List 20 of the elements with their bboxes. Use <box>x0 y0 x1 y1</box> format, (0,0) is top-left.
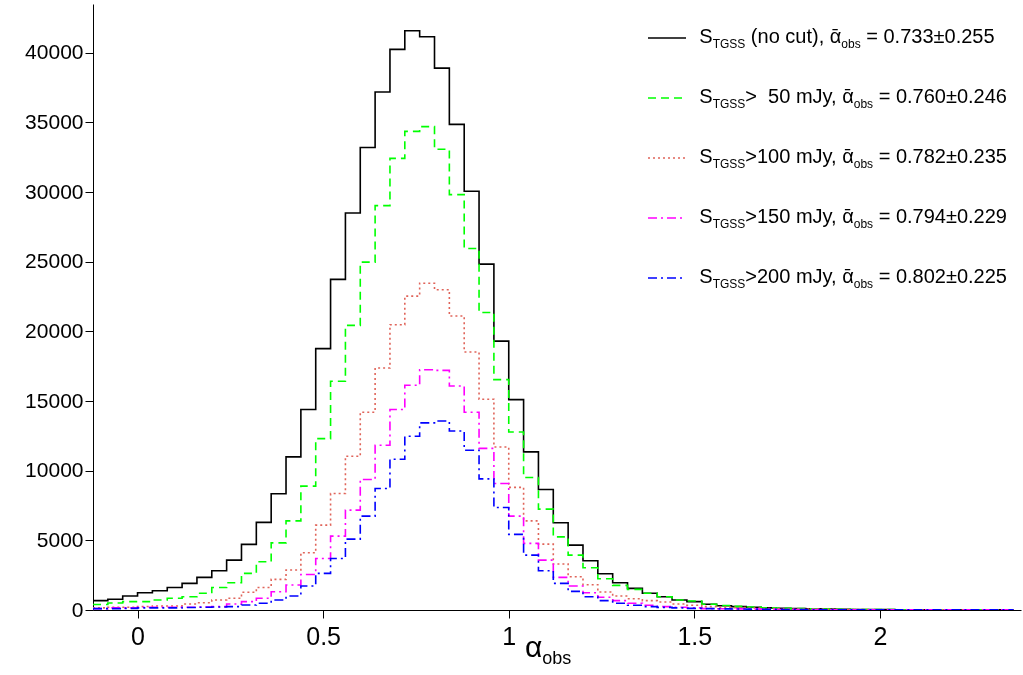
y-tick-label: 20000 <box>25 318 84 342</box>
y-tick-label: 30000 <box>25 179 84 203</box>
legend-label: S$_{TGSS}$>100 mJy, ᾱ$_{obs}$ = 0.782±0.235 <box>699 145 1007 171</box>
x-tick-label: 0 <box>131 621 145 650</box>
x-axis-title: α$_{obs}$ <box>525 630 572 669</box>
y-tick-label: 10000 <box>25 458 84 482</box>
y-tick-label: 5000 <box>36 527 84 551</box>
legend-label: S$_{TGSS}$>200 mJy, ᾱ$_{obs}$ = 0.802±0.225 <box>699 265 1007 291</box>
y-tick-label: 40000 <box>25 40 84 64</box>
y-tick-label: 35000 <box>25 109 84 133</box>
legend-label: S$_{TGSS}$ (no cut), ᾱ$_{obs}$ = 0.733±0.255 <box>699 25 995 51</box>
legend-label: S$_{TGSS}$>150 mJy, ᾱ$_{obs}$ = 0.794±0.229 <box>699 205 1007 231</box>
x-tick-label: 1 <box>502 621 517 650</box>
legend-label: S$_{TGSS}$> 50 mJy, ᾱ$_{obs}$ = 0.760±0.246 <box>699 85 1007 111</box>
y-tick-label: 0 <box>71 597 84 621</box>
x-tick-label: 1.5 <box>677 621 713 650</box>
y-tick-label: 15000 <box>25 388 84 412</box>
y-tick-label: 25000 <box>25 249 84 273</box>
x-tick-label: 2 <box>873 621 888 650</box>
x-tick-label: 0.5 <box>306 621 342 650</box>
